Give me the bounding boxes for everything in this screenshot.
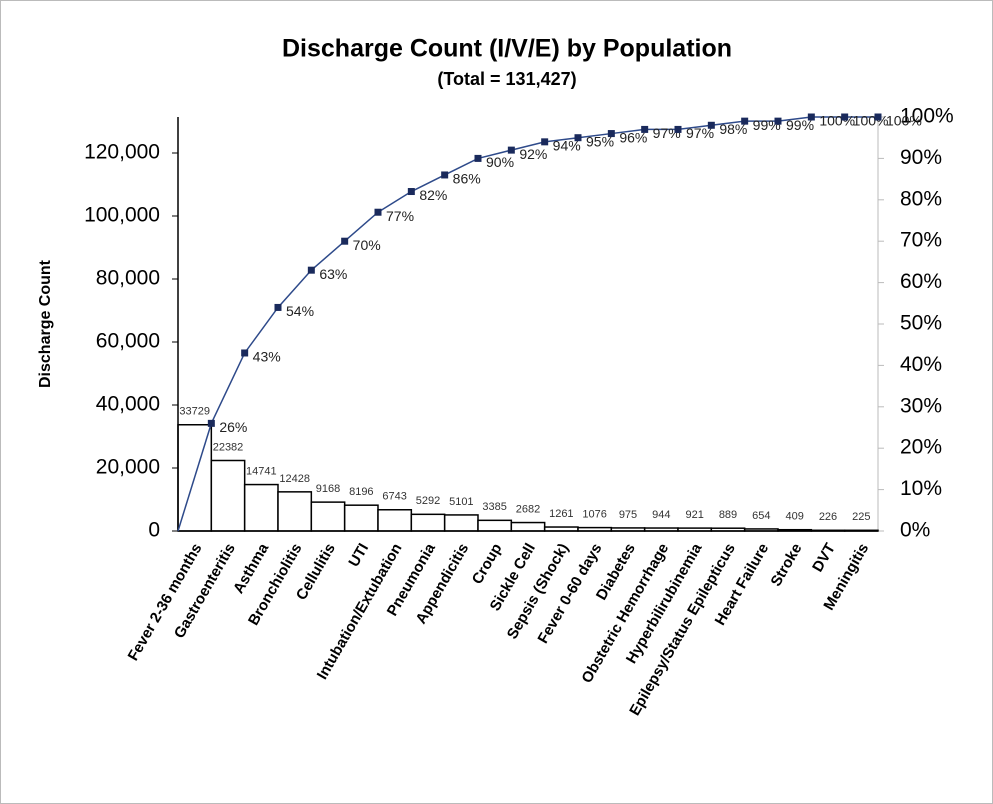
y2-tick-label: 30% <box>900 394 942 417</box>
chart-subtitle: (Total = 131,427) <box>437 69 576 89</box>
y-tick-label: 20,000 <box>96 456 160 479</box>
line-marker <box>607 130 615 138</box>
bar-value-label: 921 <box>685 509 703 521</box>
bar-value-label: 3385 <box>482 501 506 513</box>
bar <box>443 514 479 532</box>
line-value-label: 54% <box>286 303 314 319</box>
line-marker <box>641 125 649 133</box>
bar <box>310 501 346 532</box>
bar-value-label: 5292 <box>416 495 440 507</box>
line-marker <box>841 113 849 121</box>
line-marker <box>241 349 249 357</box>
bar-value-label: 226 <box>819 511 837 523</box>
y2-tick-label: 60% <box>900 270 942 293</box>
line-marker <box>874 113 882 121</box>
line-marker <box>474 154 482 162</box>
line-value-label: 100% <box>819 113 855 129</box>
line-marker <box>574 134 582 142</box>
y-tick-label: 120,000 <box>84 141 160 164</box>
line-value-label: 97% <box>686 125 714 141</box>
y2-tick-label: 70% <box>900 229 942 252</box>
bar-value-label: 889 <box>719 509 737 521</box>
bar-value-label: 9168 <box>316 483 340 495</box>
bar-value-label: 22382 <box>213 441 244 453</box>
bar <box>343 504 379 532</box>
line-value-label: 94% <box>553 138 581 154</box>
bar-value-label: 8196 <box>349 486 373 498</box>
line-marker <box>207 419 215 427</box>
bar-value-label: 12428 <box>279 473 310 485</box>
bar-value-label: 2682 <box>516 503 540 515</box>
y2-tick-label: 40% <box>900 353 942 376</box>
line-value-label: 96% <box>619 129 647 145</box>
bar <box>277 491 313 532</box>
line-marker <box>774 117 782 125</box>
bar-value-label: 6743 <box>382 491 406 503</box>
line-value-label: 99% <box>786 117 814 133</box>
line-value-label: 90% <box>486 154 514 170</box>
line-value-label: 95% <box>586 133 614 149</box>
bar-value-label: 14741 <box>246 465 277 477</box>
bar-value-label: 409 <box>785 511 803 523</box>
y-tick-label: 0 <box>148 519 160 542</box>
line-marker <box>741 117 749 125</box>
y2-tick-label: 10% <box>900 477 942 500</box>
bar-value-label: 1076 <box>582 509 606 521</box>
bar <box>410 513 446 532</box>
bar-value-label: 33729 <box>179 406 210 418</box>
bar-value-label: 654 <box>752 510 770 522</box>
line-value-label: 43% <box>253 349 281 365</box>
y-tick-label: 80,000 <box>96 267 160 290</box>
line-value-label: 26% <box>219 419 247 435</box>
y2-tick-label: 50% <box>900 312 942 335</box>
bar <box>377 509 413 532</box>
line-value-label: 86% <box>453 171 481 187</box>
chart-title: Discharge Count (I/V/E) by Population <box>282 35 732 63</box>
bar-value-label: 1261 <box>549 508 573 520</box>
y2-tick-label: 100% <box>900 105 954 128</box>
line-marker <box>307 266 315 274</box>
line-value-label: 77% <box>386 208 414 224</box>
line-value-label: 100% <box>853 113 889 129</box>
line-marker <box>674 125 682 133</box>
line-marker <box>541 138 549 146</box>
bar <box>243 483 279 532</box>
bar <box>210 459 246 532</box>
line-value-label: 82% <box>419 187 447 203</box>
y-tick-label: 40,000 <box>96 393 160 416</box>
y2-tick-label: 90% <box>900 146 942 169</box>
line-marker <box>341 237 349 245</box>
line-value-label: 97% <box>653 125 681 141</box>
line-value-label: 70% <box>353 237 381 253</box>
line-marker <box>441 171 449 179</box>
line-value-label: 99% <box>753 117 781 133</box>
bar <box>510 521 546 532</box>
y2-tick-label: 80% <box>900 187 942 210</box>
bar-value-label: 5101 <box>449 496 473 508</box>
bar-value-label: 975 <box>619 509 637 521</box>
y2-tick-label: 20% <box>900 436 942 459</box>
y2-tick-label: 0% <box>900 519 930 542</box>
line-value-label: 100% <box>886 113 922 129</box>
line-marker <box>507 146 515 154</box>
line-marker <box>707 121 715 129</box>
bar-value-label: 225 <box>852 511 870 523</box>
bar <box>477 519 513 532</box>
y-axis-title: Discharge Count <box>37 259 54 388</box>
line-marker <box>807 113 815 121</box>
y-tick-label: 60,000 <box>96 330 160 353</box>
line-marker <box>374 208 382 216</box>
line-marker <box>274 303 282 311</box>
line-marker <box>407 188 415 196</box>
bar-value-label: 944 <box>652 509 670 521</box>
line-value-label: 63% <box>319 266 347 282</box>
y-tick-label: 100,000 <box>84 204 160 227</box>
line-lead-in <box>177 423 213 532</box>
line-value-label: 92% <box>519 146 547 162</box>
line-value-label: 98% <box>719 121 747 137</box>
